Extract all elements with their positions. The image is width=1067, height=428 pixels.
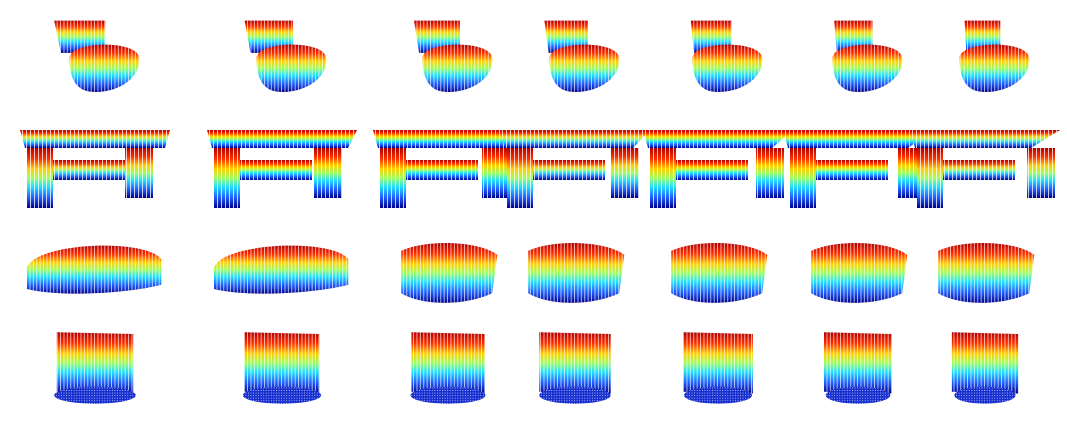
toilet-bowl-texture [832,44,903,92]
desk-leg-texture [507,148,533,208]
toilet-bowl-texture [69,44,140,92]
point-cloud [20,130,170,208]
monitor-screen-texture [824,332,892,394]
toilet-tank-texture [414,20,460,53]
point-cloud [410,332,486,404]
point-cloud [959,20,1030,92]
monitor-base-texture [54,386,136,404]
desk-panel-texture [240,160,312,180]
bathtub-texture [528,243,625,303]
toilet-bowl-texture [549,44,620,92]
bathtub-texture [938,243,1035,303]
point-cloud [951,332,1019,404]
desk-leg-texture [650,148,676,208]
desk-leg-texture [214,148,240,208]
monitor-base-texture [539,386,611,404]
point-cloud [671,243,768,303]
monitor-screen-texture [683,332,753,394]
point-cloud [242,332,322,404]
desk-top-texture [643,130,793,148]
point-cloud [811,243,908,303]
desk-leg-texture [314,148,342,198]
point-cloud [26,245,162,294]
bathtub-texture [811,243,908,303]
desk-leg-texture [482,148,510,198]
point-cloud [539,332,611,404]
desk-leg-texture [790,148,816,208]
desk-top-texture [373,130,523,148]
monitor-base-texture [410,386,486,404]
point-cloud [214,245,349,294]
monitor-base-texture [242,386,322,404]
desk-panel-texture [676,160,748,180]
sofa-texture [214,245,349,294]
monitor-screen-texture [244,332,320,394]
desk-leg-texture [380,148,406,208]
desk-top-texture [207,130,357,148]
monitor-screen-texture [539,332,611,394]
point-cloud [500,130,650,208]
point-cloud [690,20,763,92]
monitor-screen-texture [951,332,1019,394]
toilet-bowl-texture [692,44,763,92]
point-cloud [54,332,136,404]
desk-leg-texture [917,148,943,208]
desk-top-texture [910,130,1060,148]
desk-leg-texture [27,148,53,208]
point-cloud [544,20,620,92]
monitor-base-texture [684,386,752,404]
desk-panel-texture [816,160,888,180]
toilet-tank-texture [544,20,588,53]
monitor-screen-texture [56,332,134,394]
point-cloud [910,130,1060,208]
desk-panel-texture [943,160,1015,180]
desk-leg-texture [1027,148,1055,198]
monitor-base-texture [825,386,891,404]
point-cloud [373,130,523,208]
toilet-bowl-texture [256,44,327,92]
bathtub-texture [671,243,768,303]
bathtub-texture [401,243,498,303]
desk-panel-texture [533,160,605,180]
point-cloud [207,130,357,208]
toilet-tank-texture [54,20,106,53]
desk-leg-texture [756,148,784,198]
toilet-bowl-texture [959,44,1030,92]
sofa-texture [26,245,162,294]
point-cloud [643,130,793,208]
point-cloud [54,20,140,92]
monitor-base-texture [954,386,1016,404]
point-cloud [824,332,892,404]
desk-top-texture [500,130,650,148]
point-cloud [414,20,493,92]
toilet-bowl-texture [422,44,493,92]
point-cloud [832,20,903,92]
point-cloud [401,243,498,303]
point-cloud [528,243,625,303]
desk-leg-texture [611,148,639,198]
desk-top-texture [20,130,170,148]
point-cloud [244,20,327,92]
point-cloud [938,243,1035,303]
desk-panel-texture [53,160,125,180]
monitor-screen-texture [411,332,485,394]
point-cloud [683,332,753,404]
desk-top-texture [783,130,933,148]
toilet-tank-texture [244,20,294,53]
desk-leg-texture [125,148,153,198]
desk-panel-texture [406,160,478,180]
